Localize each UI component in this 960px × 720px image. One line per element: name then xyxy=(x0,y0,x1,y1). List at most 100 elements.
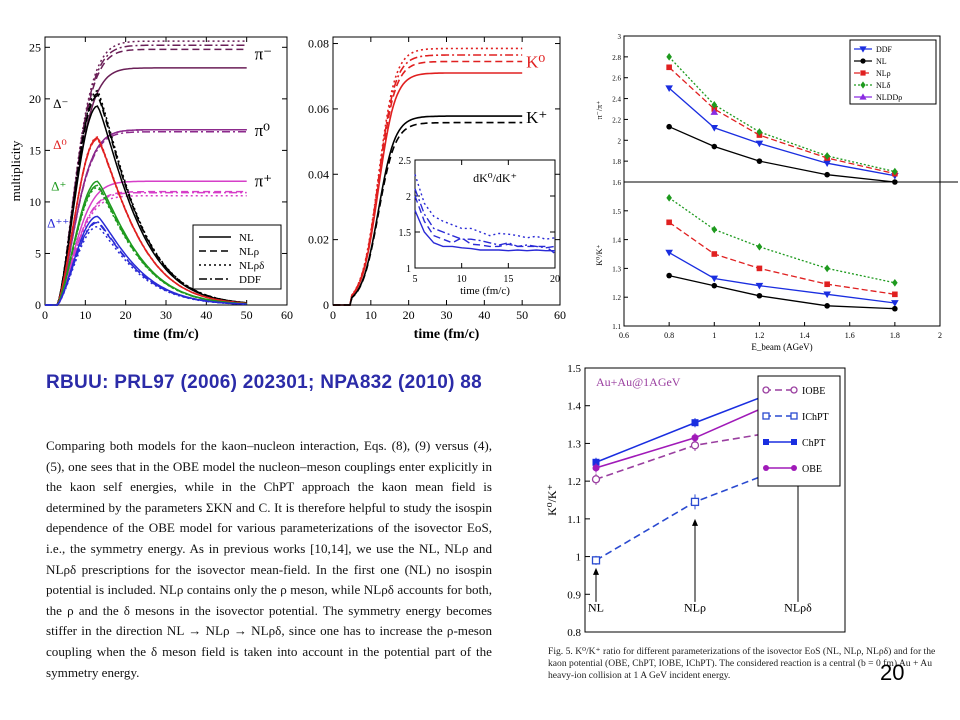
legend-marker xyxy=(791,465,797,471)
marker-NLδ xyxy=(892,279,898,287)
curve-π⁺-DDF xyxy=(45,191,247,306)
legend-label: DDF xyxy=(239,274,261,286)
marker-IChPT xyxy=(690,497,700,507)
x-tick-label: 10 xyxy=(79,308,91,322)
marker-DDF xyxy=(665,85,673,92)
y-tick-label: 0.02 xyxy=(308,233,329,247)
y-tick-label: 1.3 xyxy=(567,438,581,450)
x-tick-label: 0.6 xyxy=(619,331,629,340)
legend-label: NLρ xyxy=(876,69,891,78)
marker-DDF xyxy=(755,140,764,148)
x-tick-label: 50 xyxy=(516,308,528,322)
category-label: NL xyxy=(588,600,604,614)
y-tick-label: 1.3 xyxy=(612,265,621,273)
y-tick-label: 1 xyxy=(406,264,411,275)
inset-curve-NL xyxy=(414,210,555,252)
category-label: NLρδ xyxy=(784,600,812,614)
y-axis-label: multiplicity xyxy=(8,140,23,201)
category-label: NLρ xyxy=(684,600,706,614)
marker-NLδ xyxy=(824,152,830,160)
marker-NLDDρ xyxy=(710,108,719,115)
legend-marker xyxy=(763,465,769,471)
marker-NL xyxy=(892,305,898,312)
line-NL xyxy=(668,126,895,183)
marker-NLδ xyxy=(666,53,672,61)
marker-NL xyxy=(824,303,830,309)
marker-ChPT xyxy=(592,458,600,466)
marker-NL xyxy=(824,171,830,178)
marker-OBE xyxy=(592,464,600,472)
y-tick-label: 2.8 xyxy=(612,54,621,62)
inset-curve-NLρδ xyxy=(414,174,556,240)
marker-NL xyxy=(711,282,718,289)
inset-curve-DDF xyxy=(414,188,556,249)
marker-NL xyxy=(666,272,672,279)
top-y-label: π⁻/π⁺ xyxy=(595,101,604,120)
annotation-Δ⁺: Δ⁺ xyxy=(51,178,66,193)
legend-label: ChPT xyxy=(802,438,825,449)
marker-NLδ xyxy=(824,264,830,273)
y-tick-label: 10 xyxy=(29,195,41,209)
curve-π⁻-NLρδ xyxy=(45,40,247,306)
line-DDF xyxy=(668,252,895,304)
legend-marker xyxy=(762,412,770,420)
marker-DDF xyxy=(823,160,831,168)
curve-Δ⁺⁺-DDF xyxy=(45,220,247,306)
series-group xyxy=(665,194,899,312)
legend-label: IChPT xyxy=(802,412,829,423)
marker-DDF xyxy=(710,124,719,132)
marker-NLδ xyxy=(756,128,763,136)
annotation-Kplus: K⁺ xyxy=(526,108,547,127)
x-tick-label: 50 xyxy=(241,308,253,322)
curve-π⁺-NL xyxy=(45,180,247,306)
y-tick-label: 1.6 xyxy=(612,179,621,187)
line-NLδ xyxy=(668,197,896,284)
x-axis-label: time (fm/c) xyxy=(414,327,480,342)
curve-π⁻-NLρ xyxy=(45,48,247,306)
y-tick-label: 3 xyxy=(618,33,622,41)
x-tick-label: 20 xyxy=(120,308,132,322)
y-tick-label: 2.4 xyxy=(612,96,621,104)
x-tick-label: 60 xyxy=(554,308,566,322)
legend-marker xyxy=(790,386,798,394)
marker-NL xyxy=(892,179,898,185)
legend-label: DDF xyxy=(876,45,893,54)
kaon-chart: 0 10 20 30 40 50 60 0 0.02 0.04 0.06 0.08 time (fm/c… xyxy=(295,20,580,355)
legend-label: NLρ xyxy=(239,246,260,258)
category-arrowhead xyxy=(692,518,698,526)
series-group xyxy=(665,53,899,185)
line-NL xyxy=(668,274,895,310)
curve-K⁰-NLρ xyxy=(333,60,523,306)
bottom-y-label: K⁰/K⁺ xyxy=(595,244,604,265)
y-tick-label: 2.5 xyxy=(399,156,412,167)
y-tick-label: 1.2 xyxy=(567,476,581,488)
legend-marker xyxy=(860,81,866,89)
plot-frame xyxy=(414,159,556,269)
y-tick-label: 0.8 xyxy=(567,627,581,639)
inset-x-label: time (fm/c) xyxy=(460,285,510,297)
marker-NL xyxy=(756,292,763,299)
legend-marker xyxy=(763,439,769,445)
legend-marker xyxy=(860,70,866,76)
k0-kplus-chart: 0.8 0.9 1 1.1 1.2 1.3 1.4 1.5 K⁰/K⁺ Au+Au@1AGeV NL… xyxy=(540,360,850,650)
x-tick-label: 15 xyxy=(503,274,513,285)
series-group xyxy=(45,40,247,306)
marker-NLρ xyxy=(756,265,763,272)
y-tick-label: 2.2 xyxy=(612,116,621,124)
annotation-π⁰: π⁰ xyxy=(255,121,271,140)
y-axis-label: K⁰/K⁺ xyxy=(545,484,559,516)
marker-NLρ xyxy=(892,291,898,298)
marker-DDF xyxy=(665,249,673,257)
plot-frame xyxy=(584,367,846,633)
x-tick-label: 1 xyxy=(712,331,716,340)
x-tick-label: 40 xyxy=(478,308,490,322)
y-tick-label: 0.04 xyxy=(308,167,329,181)
marker-NLρ xyxy=(711,251,718,257)
marker-DDF xyxy=(710,275,719,283)
figure-caption: Fig. 5. K⁰/K⁺ ratio for different parame… xyxy=(548,646,936,681)
marker-IOBE xyxy=(591,475,601,484)
y-tick-label: 1.4 xyxy=(567,401,581,413)
page-number: 20 xyxy=(880,660,905,685)
y-tick-label: 1.2 xyxy=(612,294,621,302)
x-tick-label: 10 xyxy=(457,274,467,285)
